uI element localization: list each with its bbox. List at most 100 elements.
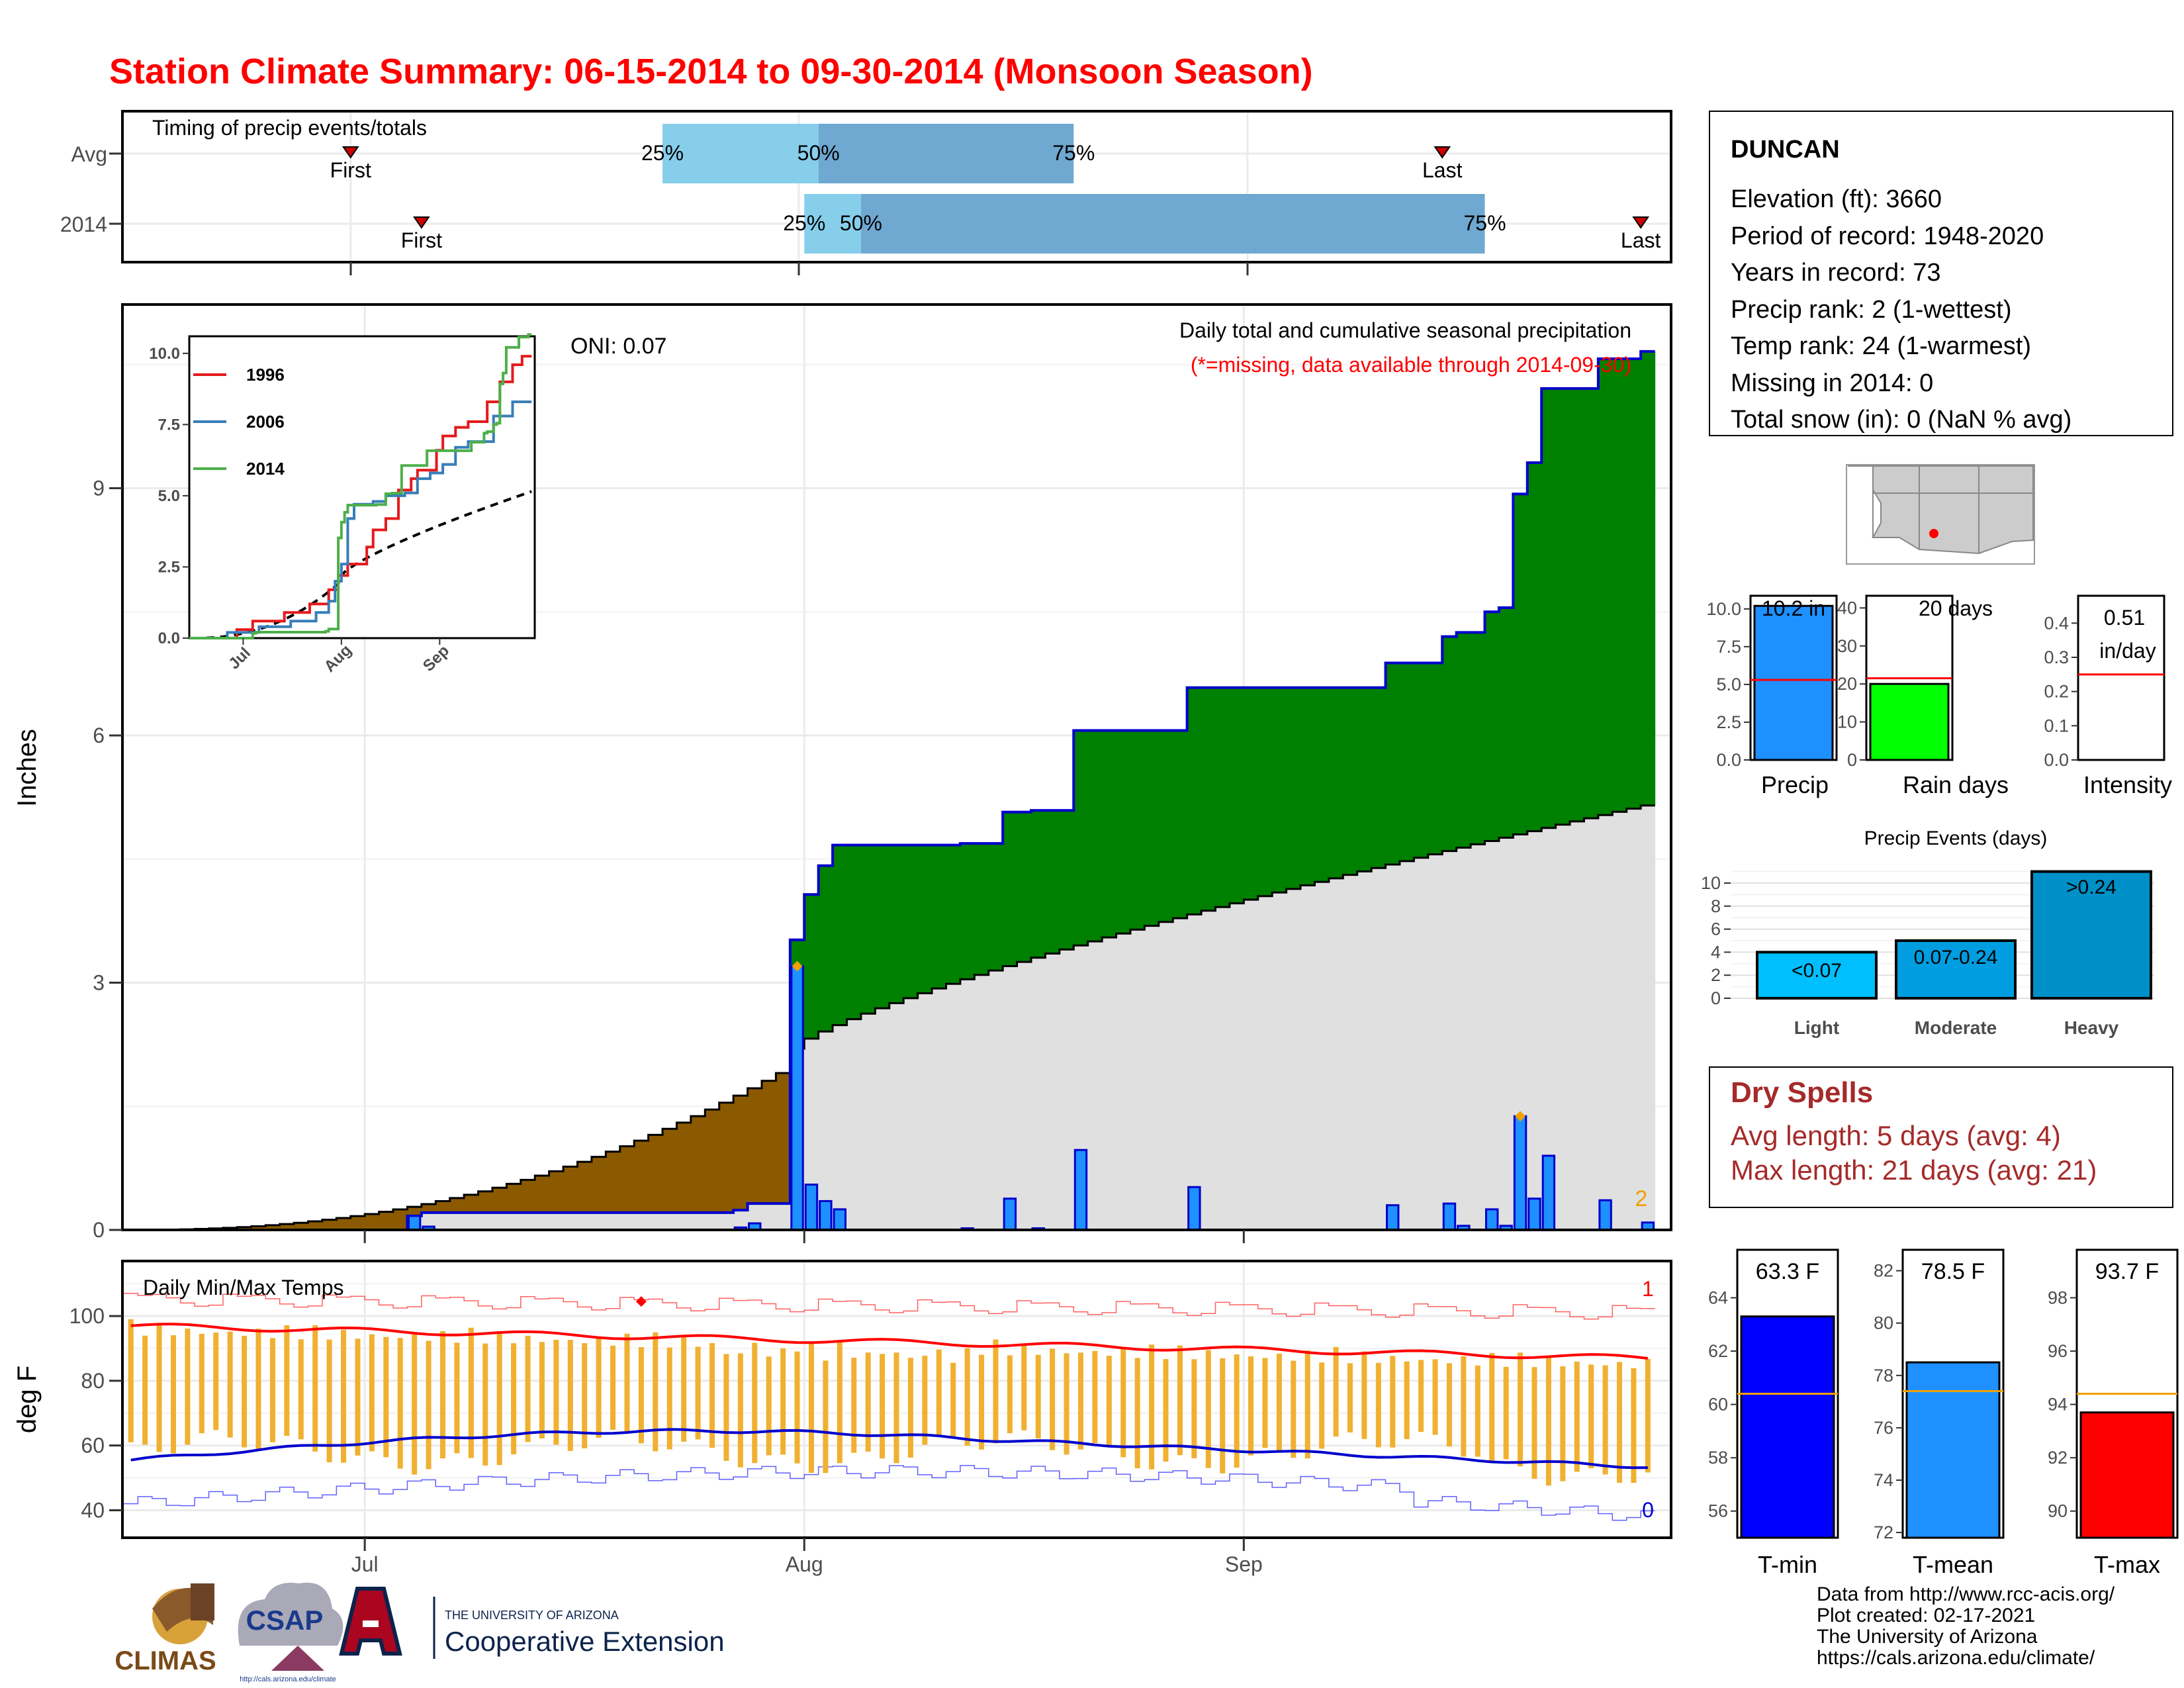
daily-temp-bar [1177, 1345, 1183, 1456]
daily-temp-bar [624, 1333, 630, 1433]
gray-area-step [464, 1212, 479, 1230]
deficit-area-step [365, 1213, 380, 1230]
deficit-area-step [761, 1080, 777, 1204]
tmax-value-label: 93.7 F [2095, 1259, 2159, 1284]
gray-area-step [1456, 847, 1471, 1230]
surplus-area-step [1399, 663, 1415, 861]
deficit-area-step [279, 1224, 295, 1230]
daily-precip-bar [1386, 1204, 1400, 1231]
daily-temp-bar [199, 1333, 205, 1434]
intensity-mini-ytick-label: 0.0 [2044, 750, 2069, 770]
surplus-area-step [1087, 730, 1103, 942]
daily-temp-bar [1531, 1367, 1537, 1479]
precip-mini-bar [1753, 604, 1834, 761]
daily-temp-bar [837, 1340, 842, 1464]
daily-temp-bar [922, 1355, 928, 1445]
inset-ytick-label: 5.0 [158, 487, 180, 505]
surplus-area-step [960, 843, 975, 980]
oni-label: ONI: 0.07 [570, 334, 667, 359]
surplus-area-step [1498, 608, 1514, 838]
surplus-area-step [1343, 687, 1358, 875]
deficit-area-step [577, 1162, 592, 1213]
gray-area-step [960, 979, 975, 1230]
events-cat-moderate: Moderate [1915, 1017, 1997, 1038]
timing-first-label: First [330, 158, 371, 182]
intensity-mini-ytick-label: 0.3 [2044, 647, 2069, 667]
surplus-area-step [1626, 359, 1641, 809]
daily-temp-bar [553, 1340, 559, 1445]
mini-bar-panels: 0.0 2.5 5.0 7.5 10.0 0 10 20 30 40 0.0 0.1 0.2 0.3 0.4… [1706, 594, 2172, 798]
daily-temp-bar [284, 1325, 290, 1436]
events-ytick-label: 4 [1711, 942, 1721, 962]
precip-caption: Daily total and cumulative seasonal prec… [1179, 318, 1631, 342]
daily-precip-bar [1485, 1208, 1499, 1231]
daily-temp-bar [496, 1331, 502, 1466]
average-min-line [130, 1428, 1648, 1470]
station-info: DUNCAN Elevation (ft): 3660 Period of re… [1709, 111, 2173, 436]
inset-ytick-label: 7.5 [158, 416, 180, 434]
surplus-area-step [1187, 687, 1202, 915]
gray-area-step [1570, 821, 1585, 1230]
daily-temp-bar [312, 1325, 318, 1452]
daily-temp-bar [1149, 1344, 1155, 1470]
events-ytick-label: 2 [1711, 965, 1721, 985]
surplus-area-step [1073, 730, 1089, 946]
daily-temp-bar [397, 1338, 403, 1469]
deficit-area-step [719, 1102, 734, 1213]
daily-temp-bar [1375, 1362, 1381, 1448]
timing-bar-25-50 [662, 124, 819, 183]
precip-mini-ytick-label: 0.0 [1716, 750, 1741, 770]
gray-area-step [1385, 865, 1400, 1230]
surplus-area-step [1612, 359, 1627, 812]
gray-area-step [506, 1212, 522, 1230]
daily-temp-bar [1106, 1356, 1112, 1446]
gray-area-step [1017, 962, 1032, 1230]
record-high-line [124, 1293, 1655, 1320]
gray-area-step [875, 1008, 890, 1230]
surplus-area-step [1385, 663, 1400, 865]
temp-ytick-label: 100 [69, 1304, 105, 1328]
deficit-area-step [492, 1188, 507, 1213]
daily-temp-bar [893, 1352, 899, 1464]
timing-panel: 25% 50% 75% First Last 25% 50% 75% First Last Tim… [60, 110, 1672, 275]
gray-area-step [1598, 815, 1613, 1230]
temp-ytick-label: 60 [81, 1434, 105, 1458]
surplus-area-step [1428, 663, 1443, 855]
daily-temp-bar [1077, 1352, 1083, 1450]
surplus-area-step [1584, 388, 1599, 819]
daily-temp-bar [681, 1336, 687, 1442]
daily-temp-bar [709, 1342, 715, 1448]
tmax-ytick-label: 92 [2048, 1448, 2068, 1468]
daily-temp-bar [1574, 1361, 1580, 1472]
tmean-label: T-mean [1913, 1551, 1993, 1578]
daily-temp-bar [1545, 1357, 1551, 1486]
daily-temp-bar [1064, 1353, 1069, 1455]
dry-spells-avg: Avg length: 5 days (avg: 4) [1731, 1120, 2061, 1151]
surplus-area-step [1017, 812, 1032, 962]
timing-row-label-avg: Avg [71, 142, 107, 166]
daily-temp-bar [369, 1334, 375, 1452]
gray-area-step [833, 1025, 848, 1230]
daily-temp-bar [851, 1358, 857, 1453]
footer-line-3: The University of Arizona [1817, 1626, 2038, 1648]
daily-temp-bar [1602, 1365, 1608, 1475]
daily-temp-bar [1631, 1368, 1637, 1483]
gray-area-step [1498, 837, 1514, 1230]
deficit-area-step [619, 1146, 635, 1213]
tmin-ytick-label: 58 [1708, 1448, 1728, 1468]
gray-area-step [1541, 827, 1557, 1230]
timing-last-marker [1433, 146, 1451, 159]
surplus-area-step [804, 894, 819, 1039]
max-daily-marker [792, 961, 803, 972]
daily-temp-bar [1291, 1360, 1297, 1458]
gray-area-step [1612, 812, 1627, 1230]
station-line-4: Precip rank: 2 (1-wettest) [1731, 296, 2011, 324]
deficit-area-step [435, 1201, 451, 1213]
gray-area-step [733, 1210, 749, 1230]
surplus-area-step [1257, 687, 1273, 896]
temp-ytick-label: 40 [81, 1498, 105, 1522]
daily-precip-bar [1073, 1149, 1088, 1231]
gray-area-step [1527, 831, 1542, 1230]
precip-mini-ytick-label: 2.5 [1716, 712, 1741, 732]
